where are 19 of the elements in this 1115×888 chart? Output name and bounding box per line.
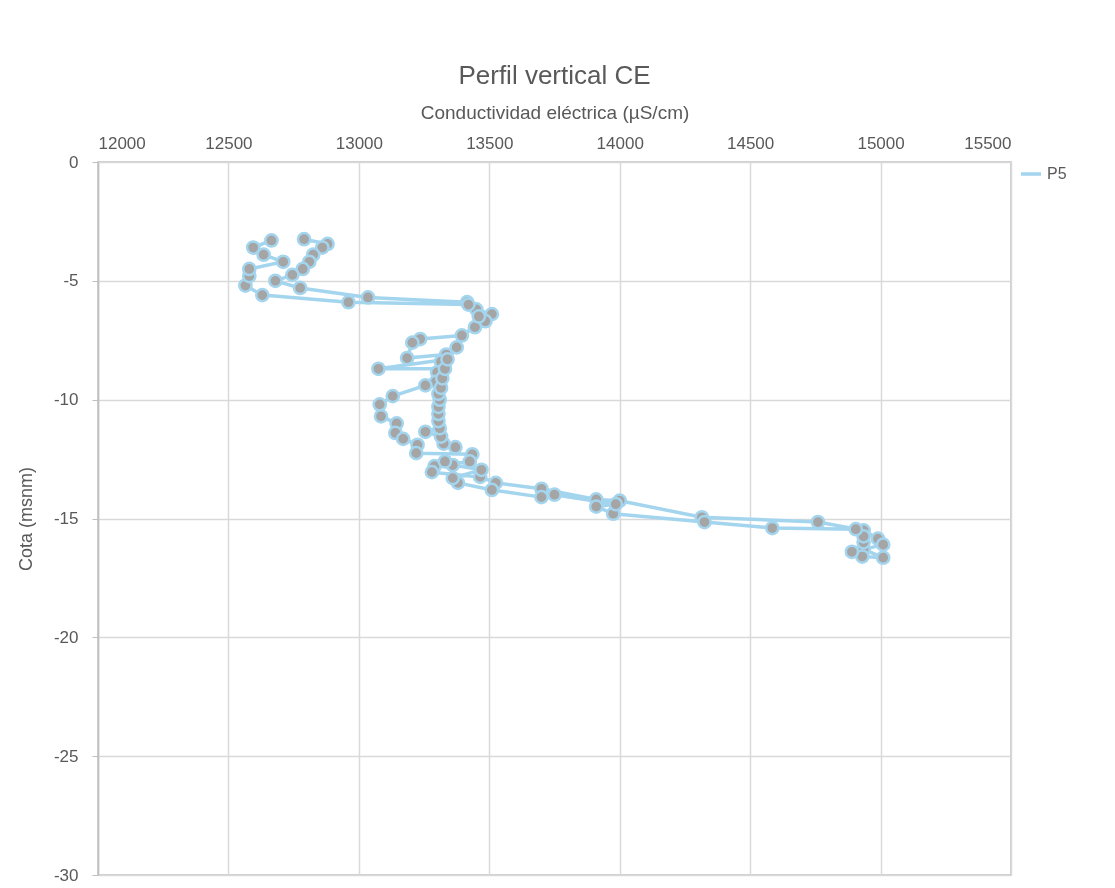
- y-axis-title: Cota (msnm): [15, 466, 36, 572]
- y-tick-label: -15: [53, 509, 79, 528]
- chart-title: Perfil vertical CE: [458, 60, 651, 90]
- x-tick-label: 13500: [466, 133, 514, 153]
- x-tick-label: 14000: [596, 133, 644, 153]
- x-tick-label: 15000: [857, 133, 905, 153]
- y-tick-label: -25: [53, 746, 79, 766]
- y-tick-label: -10: [53, 390, 79, 410]
- y-tick-label: -20: [53, 627, 79, 647]
- y-tick-label: -5: [63, 271, 79, 291]
- x-tick-label: 13000: [335, 133, 383, 153]
- x-tick-label: 15500: [964, 133, 1012, 153]
- y-tick-label: -30: [53, 865, 79, 885]
- x-tick-label: 12000: [98, 133, 146, 153]
- x-tick-label: 14500: [727, 133, 775, 153]
- y-tick-label: 0: [69, 152, 79, 172]
- x-axis-title: Conductividad eléctrica (µS/cm): [420, 101, 690, 123]
- x-tick-label: 12500: [205, 133, 253, 153]
- legend-label: P5: [1047, 165, 1067, 182]
